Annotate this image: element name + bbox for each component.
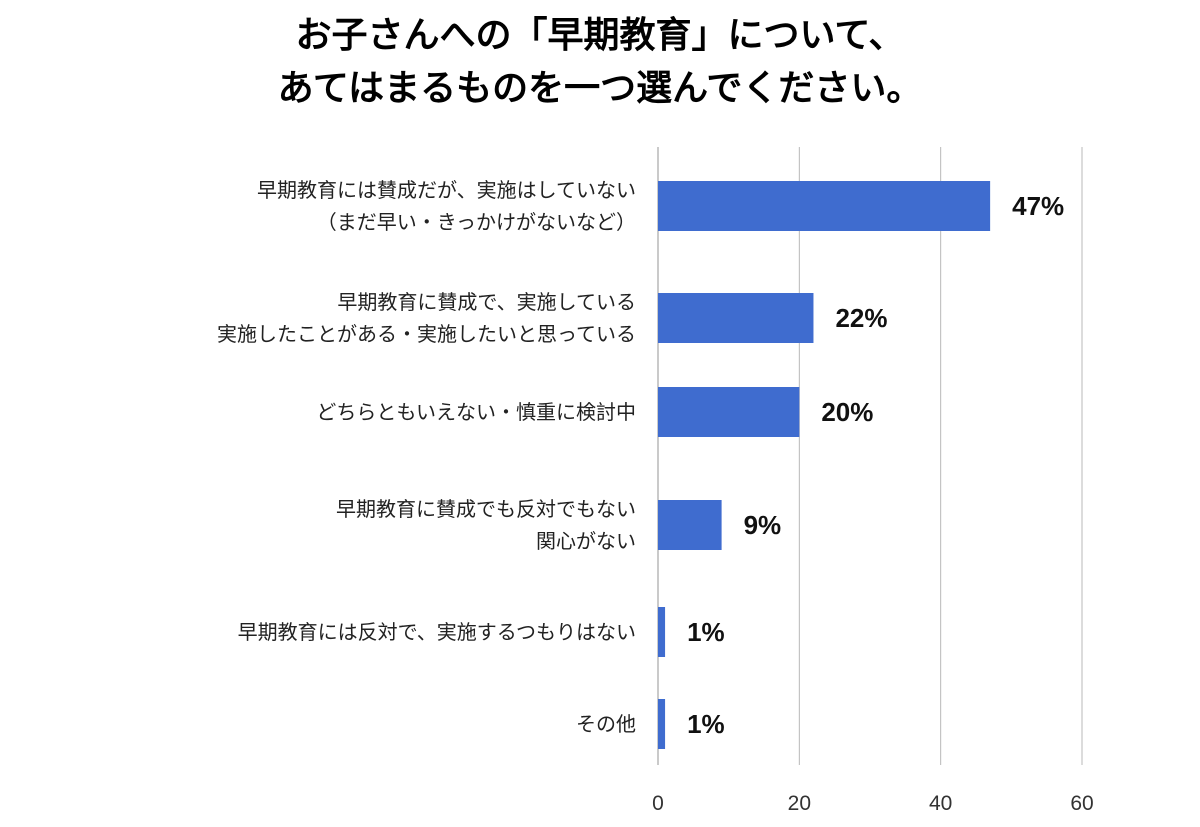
category-label: どちらともいえない・慎重に検討中 <box>316 400 636 424</box>
bar <box>658 699 666 749</box>
category-label: 早期教育に賛成で、実施している <box>337 290 636 314</box>
x-tick-label: 40 <box>929 792 952 815</box>
bar <box>658 387 800 437</box>
bar <box>658 500 722 550</box>
bars <box>658 181 991 749</box>
data-label: 9% <box>744 510 782 540</box>
data-label: 1% <box>687 709 725 739</box>
data-label: 47% <box>1012 191 1064 221</box>
chart-title-line-1: お子さんへの「早期教育」について、 <box>295 15 905 56</box>
data-labels: 47% 22% 20% 9% 1% 1% <box>687 191 1064 739</box>
category-label: （まだ早い・きっかけがないなど） <box>317 210 636 234</box>
category-label: 早期教育には賛成だが、実施はしていない <box>257 178 636 202</box>
bar <box>658 293 814 343</box>
category-label: その他 <box>576 712 636 736</box>
x-tick-label: 20 <box>788 792 811 815</box>
data-label: 20% <box>821 397 873 427</box>
gridlines <box>657 147 1083 765</box>
category-label: 関心がない <box>536 529 636 553</box>
x-axis-ticks: 0 20 40 60 <box>652 792 1094 815</box>
data-label: 1% <box>687 617 725 647</box>
data-label: 22% <box>835 303 887 333</box>
chart-title-line-2: あてはまるものを一つ選んでください。 <box>277 68 923 109</box>
category-label: 早期教育に賛成でも反対でもない <box>336 497 636 521</box>
bar <box>658 607 666 657</box>
category-labels: 早期教育には賛成だが、実施はしていない （まだ早い・きっかけがないなど） 早期教育に… <box>217 178 636 736</box>
x-tick-label: 60 <box>1070 792 1093 815</box>
x-tick-label: 0 <box>652 792 664 815</box>
bar <box>658 181 991 231</box>
category-label: 早期教育には反対で、実施するつもりはない <box>238 620 636 644</box>
category-label: 実施したことがある・実施したいと思っている <box>217 322 636 346</box>
